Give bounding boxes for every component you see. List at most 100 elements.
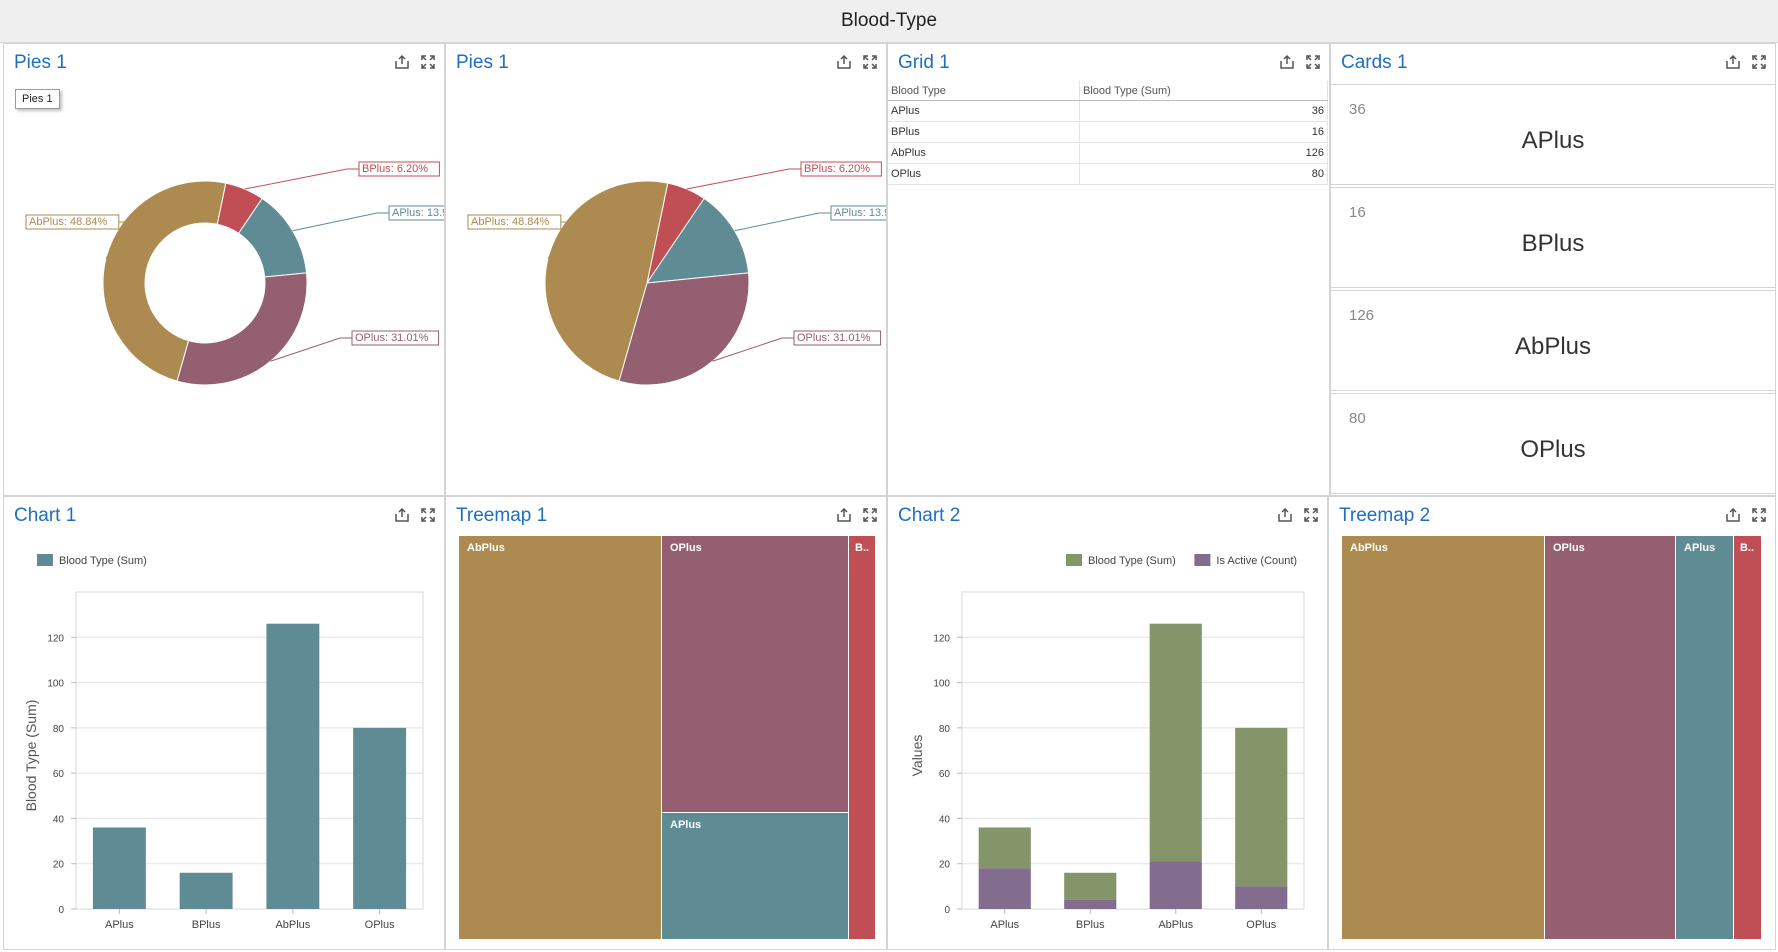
export-icon[interactable] [1279,54,1295,70]
treemap-cell-bplus[interactable]: B.. [1734,536,1762,940]
bar-segment-abplus [1149,861,1202,909]
y-tick-label: 60 [53,769,65,780]
x-tick-label: BPlus [192,919,221,931]
card-name: OPlus [1520,436,1586,463]
maximize-icon[interactable] [1751,54,1767,70]
leader-line [270,337,352,362]
card-name: APlus [1521,127,1585,154]
label-box [830,205,886,221]
label-box [800,161,882,177]
export-icon[interactable] [1725,507,1741,523]
table-row[interactable]: BPlus 16 [888,121,1328,143]
card-value: 36 [1349,101,1366,118]
panel-title: Treemap 1 [456,505,548,526]
bar-segment-oplus [1235,886,1288,909]
legend-swatch [37,554,53,566]
pies-1b-panel: Pies 1 BPlus: 6.20% APlus: 13.95% OPlus: 3… [445,43,887,496]
pie-slice-abplus [102,180,227,382]
table-row[interactable]: AbPlus 126 [888,142,1328,164]
bar-bplus [179,872,233,909]
card[interactable]: 126 AbPlus [1331,290,1775,391]
treemap-cell-abplus[interactable]: AbPlus [1342,536,1545,940]
maximize-icon[interactable] [420,54,436,70]
y-tick-label: 80 [53,724,65,735]
treemap-cell-bplus[interactable]: B.. [849,536,876,940]
export-icon[interactable] [394,507,410,523]
legend-swatch [1066,554,1082,566]
label-box [25,214,120,230]
grid-1-panel: Grid 1 Blood Type Blood Type (Sum) APlus… [887,43,1330,496]
maximize-icon[interactable] [862,54,878,70]
cell: APlus [888,100,1080,122]
pie-chart: BPlus: 6.20% APlus: 13.95% OPlus: 31.01% Ab… [467,161,886,386]
treemap-cell-oplus[interactable]: OPlus [662,536,849,813]
column-header[interactable]: Blood Type [888,81,1080,101]
y-tick-label: 60 [939,769,951,780]
card-name: BPlus [1521,230,1585,257]
y-tick-label: 40 [939,814,951,825]
maximize-icon[interactable] [420,507,436,523]
label-box [467,214,562,230]
cell: OPlus [888,163,1080,185]
maximize-icon[interactable] [862,507,878,523]
label-box [358,161,440,177]
maximize-icon[interactable] [1305,54,1321,70]
card[interactable]: 80 OPlus [1331,393,1775,494]
treemap-1-panel: Treemap 1 AbPlus OPlus APlus B.. [445,496,887,950]
export-icon[interactable] [1725,54,1741,70]
panel-title: Pies 1 [456,52,509,73]
panel-title: Pies 1 [14,52,67,73]
leader-line [244,168,359,190]
card-value: 126 [1349,307,1375,324]
y-tick-label: 0 [58,905,64,916]
bar-segment-bplus [1064,899,1117,909]
x-tick-label: OPlus [365,919,395,931]
pies-1-panel: Pies 1 Pies 1 BPlus: 6.20% APlus: 13.95% O… [3,43,445,496]
card-value: 16 [1349,204,1366,221]
tooltip: Pies 1 [15,89,60,109]
panel-title: Chart 2 [898,505,961,526]
export-icon[interactable] [394,54,410,70]
maximize-icon[interactable] [1303,507,1319,523]
column-header[interactable]: Blood Type (Sum) [1079,81,1328,101]
leader-line [686,168,801,190]
treemap-cell-abplus[interactable]: AbPlus [459,536,662,940]
table-row[interactable]: OPlus 80 [888,163,1328,185]
bar-oplus [1235,727,1288,887]
x-tick-label: OPlus [1246,919,1276,931]
card[interactable]: 36 APlus [1331,84,1775,185]
treemap-2-panel: Treemap 2 AbPlus OPlus APlus B.. [1328,496,1776,950]
maximize-icon[interactable] [1751,507,1767,523]
cell: 126 [1079,142,1328,164]
table-row[interactable]: APlus 36 [888,100,1328,122]
x-tick-label: AbPlus [1158,919,1193,931]
pie-label: BPlus: 6.20% [804,163,870,175]
panel-title: Chart 1 [14,505,77,526]
treemap-cell-oplus[interactable]: OPlus [1545,536,1676,940]
y-axis-label: Blood Type (Sum) [23,700,39,812]
y-tick-label: 100 [933,679,950,690]
bar-segment-aplus [978,868,1031,909]
treemap-cell-aplus[interactable]: APlus [662,813,849,940]
x-tick-label: AbPlus [275,919,310,931]
card-name: AbPlus [1514,333,1592,360]
data-grid: Blood Type Blood Type (Sum) APlus 36 BPlu… [888,81,1328,185]
export-icon[interactable] [1277,507,1293,523]
bar-aplus [92,827,146,909]
y-axis-label: Values [909,735,925,777]
treemap-cell-aplus[interactable]: APlus [1676,536,1734,940]
bar-abplus [1149,623,1202,862]
panel-title: Treemap 2 [1339,505,1431,526]
card[interactable]: 16 BPlus [1331,187,1775,288]
export-icon[interactable] [836,507,852,523]
bar-oplus [353,727,407,909]
plot-area [75,591,424,910]
pie-label: APlus: 13.95% [392,207,445,219]
x-tick-label: APlus [105,919,134,931]
cell: 36 [1079,100,1328,122]
pie-slice-aplus [645,197,750,284]
export-icon[interactable] [836,54,852,70]
leader-line [734,212,831,232]
chart-1-panel: Chart 1 0 20 40 60 80 100 120 Blood Type (Sum) A… [3,496,445,950]
chart-2-panel: Chart 2 0 20 40 60 80 100 120 Values APlus BPlus A… [887,496,1328,950]
